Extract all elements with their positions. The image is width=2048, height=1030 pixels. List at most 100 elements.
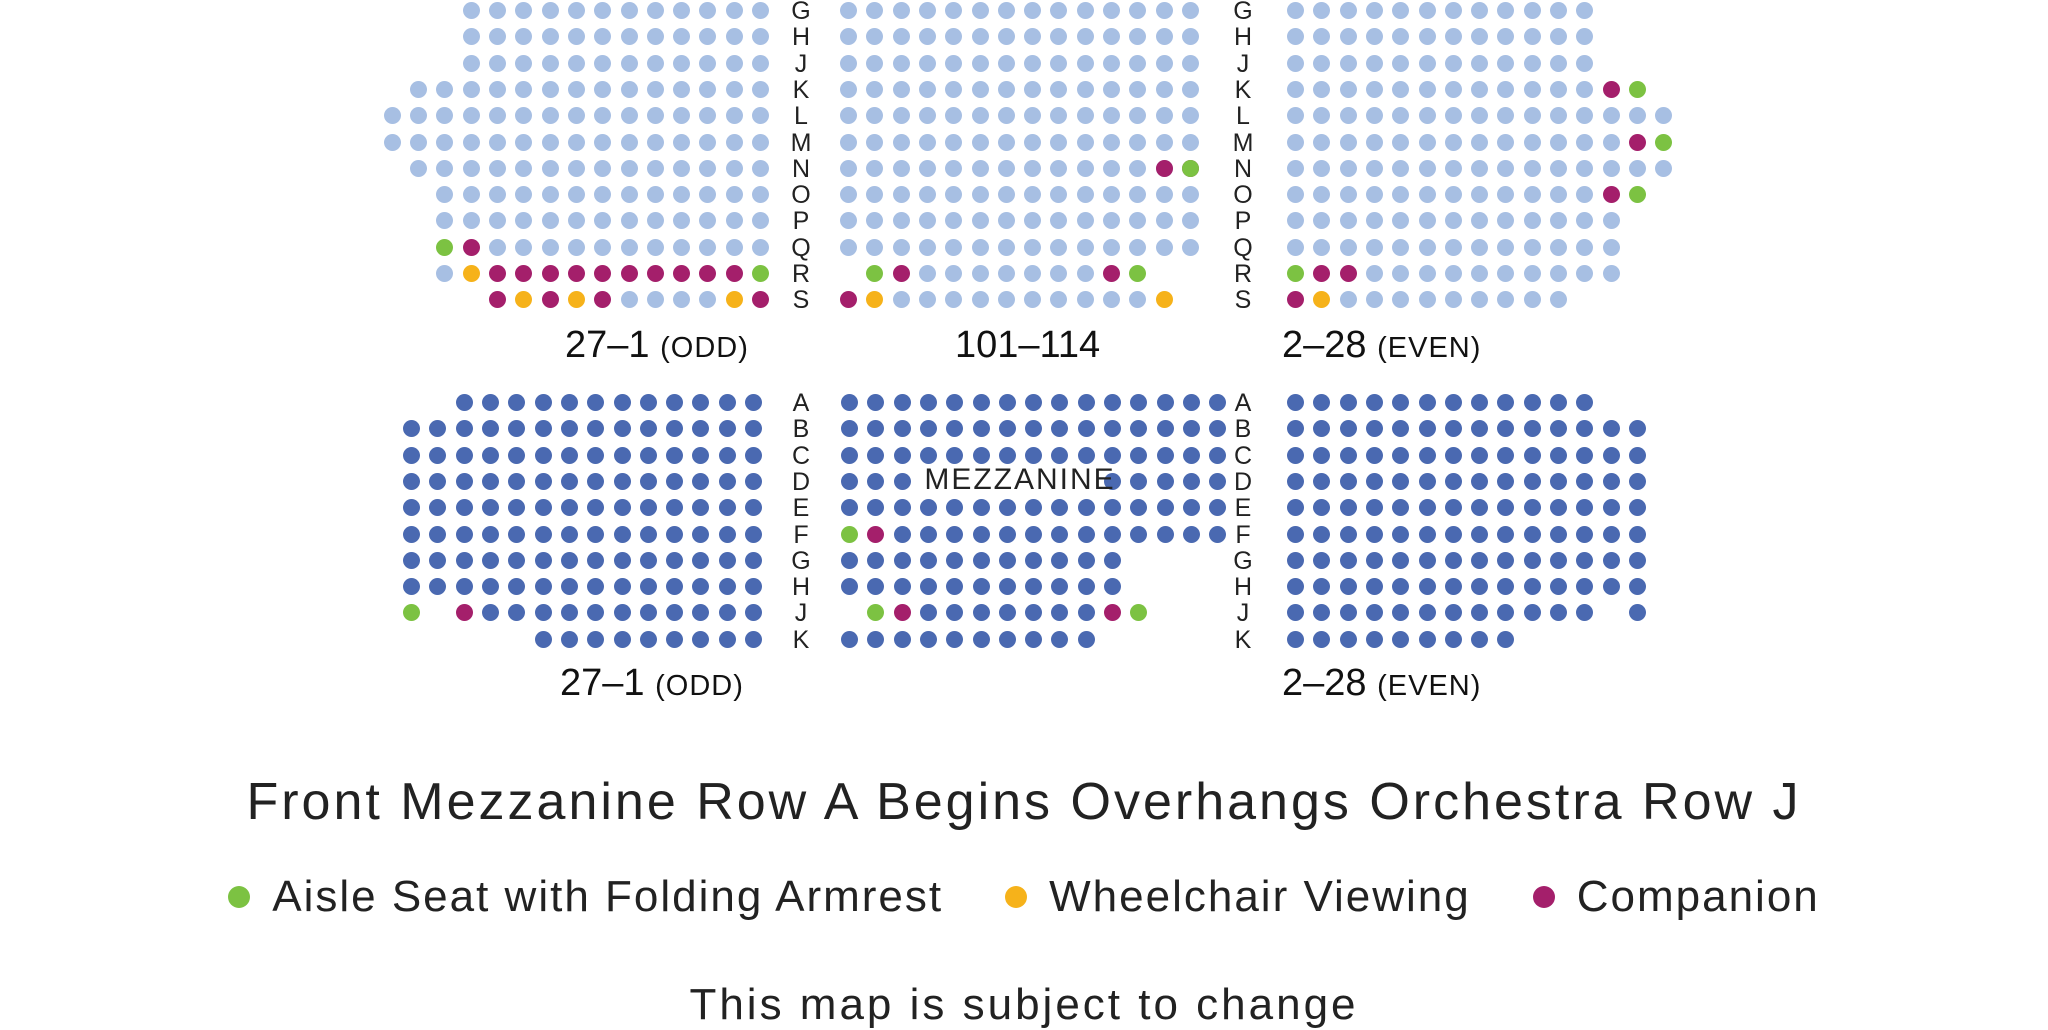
mezzanine-center-seat-E[interactable] <box>893 499 911 517</box>
mezzanine-center-seat-H[interactable] <box>893 578 911 596</box>
orchestra-center-seat-P[interactable] <box>892 212 910 230</box>
orchestra-center-seat-H[interactable] <box>866 28 884 46</box>
orchestra-right-seat-N[interactable] <box>1550 159 1567 177</box>
mezzanine-left-seat-E[interactable] <box>429 499 447 517</box>
mezzanine-left-seat-C[interactable] <box>508 446 526 464</box>
orchestra-left-seat-S[interactable] <box>673 291 691 309</box>
orchestra-left-seat-K[interactable] <box>489 80 506 98</box>
mezzanine-center-seat-F[interactable] <box>1156 525 1174 543</box>
orchestra-center-seat-L[interactable] <box>1050 107 1068 125</box>
mezzanine-left-seat-H[interactable] <box>534 578 552 596</box>
mezzanine-left-seat-G[interactable] <box>403 551 421 569</box>
mezzanine-right-seat-E[interactable] <box>1576 499 1594 517</box>
orchestra-right-seat-L[interactable] <box>1444 107 1462 125</box>
mezzanine-center-seat-K[interactable] <box>893 630 911 648</box>
orchestra-left-seat-Q[interactable] <box>673 238 691 256</box>
mezzanine-left-seat-A[interactable] <box>482 394 499 411</box>
orchestra-left-seat-M[interactable] <box>699 133 717 151</box>
orchestra-left-seat-N[interactable] <box>567 159 585 177</box>
mezzanine-center-seat-C[interactable] <box>946 446 964 464</box>
mezzanine-center-seat-A[interactable] <box>998 394 1016 411</box>
mezzanine-left-seat-B[interactable] <box>455 420 473 438</box>
mezzanine-right-seat-D[interactable] <box>1628 472 1646 490</box>
mezzanine-center-seat-B[interactable] <box>919 420 937 438</box>
orchestra-left-seat-N[interactable] <box>699 159 717 177</box>
mezzanine-right-seat-J[interactable] <box>1628 604 1646 622</box>
orchestra-right-seat-L[interactable] <box>1497 107 1515 125</box>
orchestra-center-seat-P[interactable] <box>1129 212 1147 230</box>
orchestra-center-seat-K[interactable] <box>1103 80 1120 98</box>
orchestra-right-seat-S[interactable] <box>1523 291 1541 309</box>
mezzanine-center-seat-A[interactable] <box>893 394 911 411</box>
mezzanine-center-seat-H[interactable] <box>1104 578 1121 596</box>
mezzanine-left-seat-F[interactable] <box>403 525 421 543</box>
orchestra-right-seat-S[interactable] <box>1550 291 1567 309</box>
orchestra-left-seat-K[interactable] <box>699 80 717 98</box>
orchestra-center-seat-K[interactable] <box>840 80 857 98</box>
orchestra-left-seat-M[interactable] <box>752 133 769 151</box>
mezzanine-center-seat-G[interactable] <box>946 551 964 569</box>
mezzanine-right-seat-E[interactable] <box>1339 499 1357 517</box>
mezzanine-right-seat-A[interactable] <box>1313 394 1331 411</box>
orchestra-left-seat-Q[interactable] <box>646 238 664 256</box>
mezzanine-right-seat-H[interactable] <box>1392 578 1410 596</box>
orchestra-left-seat-P[interactable] <box>462 212 480 230</box>
mezzanine-center-seat-A[interactable] <box>1130 394 1148 411</box>
mezzanine-left-seat-H[interactable] <box>508 578 526 596</box>
mezzanine-right-seat-H[interactable] <box>1444 578 1462 596</box>
orchestra-right-seat-O[interactable] <box>1497 186 1515 204</box>
mezzanine-left-seat-H[interactable] <box>587 578 605 596</box>
mezzanine-right-seat-A[interactable] <box>1497 394 1515 411</box>
orchestra-right-seat-K[interactable] <box>1471 80 1489 98</box>
mezzanine-center-seat-F[interactable] <box>1051 525 1069 543</box>
mezzanine-center-seat-F[interactable] <box>1182 525 1200 543</box>
orchestra-center-seat-K[interactable] <box>918 80 936 98</box>
orchestra-center-seat-L[interactable] <box>1024 107 1042 125</box>
mezzanine-center-seat-C[interactable] <box>1104 446 1121 464</box>
mezzanine-center-seat-B[interactable] <box>841 420 858 438</box>
mezzanine-center-seat-B[interactable] <box>946 420 964 438</box>
mezzanine-center-seat-E[interactable] <box>867 499 885 517</box>
orchestra-right-seat-M[interactable] <box>1287 133 1304 151</box>
mezzanine-right-seat-K[interactable] <box>1418 630 1436 648</box>
mezzanine-left-seat-B[interactable] <box>534 420 552 438</box>
orchestra-center-seat-O[interactable] <box>1024 186 1042 204</box>
mezzanine-left-seat-H[interactable] <box>455 578 473 596</box>
orchestra-right-seat-L[interactable] <box>1523 107 1541 125</box>
mezzanine-left-seat-B[interactable] <box>403 420 421 438</box>
mezzanine-right-seat-C[interactable] <box>1576 446 1594 464</box>
mezzanine-center-seat-J[interactable] <box>1077 604 1095 622</box>
mezzanine-right-seat-E[interactable] <box>1444 499 1462 517</box>
orchestra-left-seat-O[interactable] <box>594 186 612 204</box>
mezzanine-center-seat-D[interactable] <box>867 472 885 490</box>
orchestra-left-seat-O[interactable] <box>699 186 717 204</box>
orchestra-left-seat-R[interactable] <box>752 265 769 282</box>
mezzanine-right-seat-J[interactable] <box>1471 604 1489 622</box>
orchestra-right-seat-G[interactable] <box>1365 2 1383 19</box>
mezzanine-center-seat-D[interactable] <box>1182 472 1200 490</box>
orchestra-center-seat-S[interactable] <box>866 291 884 309</box>
orchestra-right-seat-O[interactable] <box>1602 186 1620 204</box>
orchestra-right-seat-S[interactable] <box>1471 291 1489 309</box>
orchestra-left-seat-P[interactable] <box>752 212 769 230</box>
mezzanine-right-seat-A[interactable] <box>1365 394 1383 411</box>
orchestra-center-seat-P[interactable] <box>1076 212 1094 230</box>
orchestra-center-seat-L[interactable] <box>1076 107 1094 125</box>
mezzanine-center-seat-G[interactable] <box>1051 551 1069 569</box>
mezzanine-center-seat-K[interactable] <box>946 630 964 648</box>
orchestra-right-seat-Q[interactable] <box>1523 238 1541 256</box>
orchestra-left-seat-R[interactable] <box>725 265 743 282</box>
mezzanine-left-seat-H[interactable] <box>745 578 762 596</box>
mezzanine-right-seat-F[interactable] <box>1550 525 1567 543</box>
orchestra-right-seat-M[interactable] <box>1602 133 1620 151</box>
mezzanine-left-seat-J[interactable] <box>455 604 473 622</box>
orchestra-left-seat-N[interactable] <box>594 159 612 177</box>
mezzanine-right-seat-H[interactable] <box>1523 578 1541 596</box>
mezzanine-right-seat-G[interactable] <box>1418 551 1436 569</box>
orchestra-left-seat-O[interactable] <box>725 186 743 204</box>
orchestra-left-seat-S[interactable] <box>594 291 612 309</box>
orchestra-left-seat-N[interactable] <box>462 159 480 177</box>
mezzanine-center-seat-A[interactable] <box>1209 394 1227 411</box>
mezzanine-right-seat-E[interactable] <box>1313 499 1331 517</box>
mezzanine-left-seat-G[interactable] <box>482 551 499 569</box>
